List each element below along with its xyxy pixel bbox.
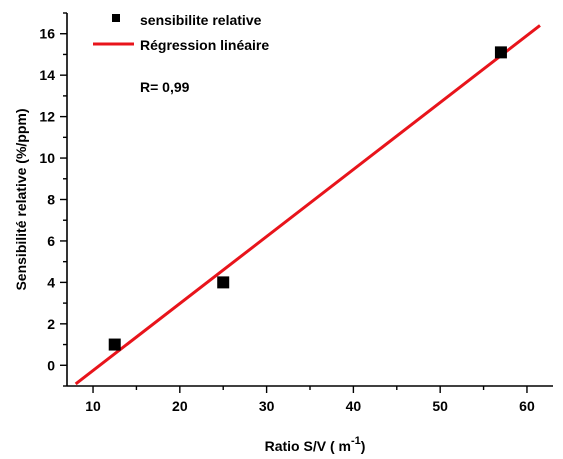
y-tick-label: 12 — [39, 109, 55, 125]
data-point-sensibilite-relative — [108, 338, 121, 351]
x-tick-label: 40 — [346, 398, 362, 414]
axes: 10 20 30 40 50 60 0 2 4 6 8 10 12 14 16 — [39, 12, 553, 414]
legend-label-sensibilite-relative: sensibilite relative — [140, 12, 262, 28]
y-tick-label: 14 — [39, 67, 55, 83]
x-tick-label: 10 — [85, 398, 101, 414]
legend-label-regression-lineaire: Régression linéaire — [140, 37, 269, 53]
data-point-sensibilite-relative — [217, 276, 230, 289]
legend-marker-sensibilite-relative — [112, 14, 120, 22]
y-tick-label: 8 — [47, 192, 55, 208]
x-tick-label: 50 — [432, 398, 448, 414]
y-tick-label: 4 — [47, 274, 55, 290]
x-axis-title: Ratio S/V ( m-1) — [265, 435, 366, 454]
x-tick-label: 60 — [519, 398, 535, 414]
x-tick-label: 30 — [259, 398, 275, 414]
x-axis-title-main: Ratio S/V ( m — [265, 438, 351, 454]
regression-line — [74, 24, 541, 386]
x-axis-title-superscript: -1 — [351, 435, 361, 447]
data-marks — [74, 24, 541, 386]
y-tick-label: 6 — [47, 233, 55, 249]
y-axis-title: Sensibilité relative (%/ppm) — [13, 108, 29, 290]
legend: sensibilite relative Régression linéaire — [93, 12, 269, 53]
y-tick-label: 10 — [39, 150, 55, 166]
y-tick-label: 16 — [39, 26, 55, 42]
annotation-r-value: R= 0,99 — [140, 79, 190, 95]
x-axis-title-end: ) — [361, 438, 366, 454]
x-tick-label: 20 — [172, 398, 188, 414]
y-tick-label: 2 — [47, 316, 55, 332]
y-tick-label: 0 — [47, 357, 55, 373]
data-point-sensibilite-relative — [494, 46, 507, 59]
